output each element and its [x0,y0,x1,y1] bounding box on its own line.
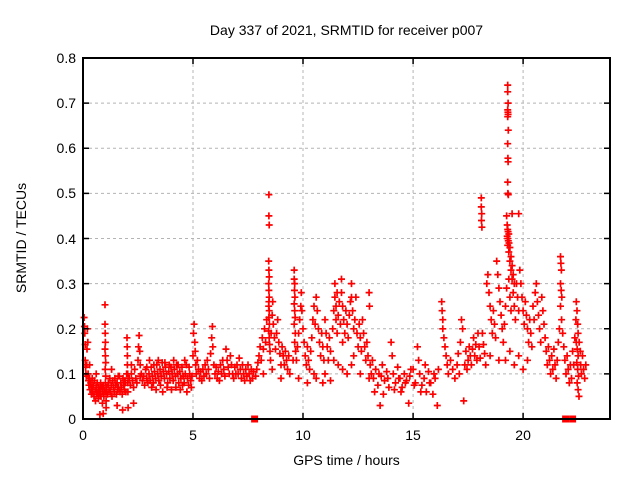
y-tick-label: 0.6 [56,140,76,157]
x-axis-label: GPS time / hours [293,452,400,468]
y-tick-label: 0.2 [56,320,76,337]
y-tick-label: 0 [68,411,76,427]
plot-area [80,57,611,423]
chart-title: Day 337 of 2021, SRMTID for receiver p00… [209,22,484,38]
x-tick-label: 5 [189,427,197,443]
y-tick-label: 0.5 [56,185,76,202]
x-tick-label: 15 [405,427,421,443]
plot-border [82,57,611,420]
y-tick-label: 0.8 [56,50,76,66]
y-tick-label: 0.7 [56,95,76,112]
y-tick-label: 0.4 [56,230,76,247]
scatter-points [80,81,590,418]
y-tick-label: 0.1 [56,365,76,382]
x-tick-label: 0 [79,427,87,443]
y-tick-label: 0.3 [56,275,76,292]
x-tick-label: 10 [295,427,311,443]
x-tick-label: 20 [515,427,531,443]
